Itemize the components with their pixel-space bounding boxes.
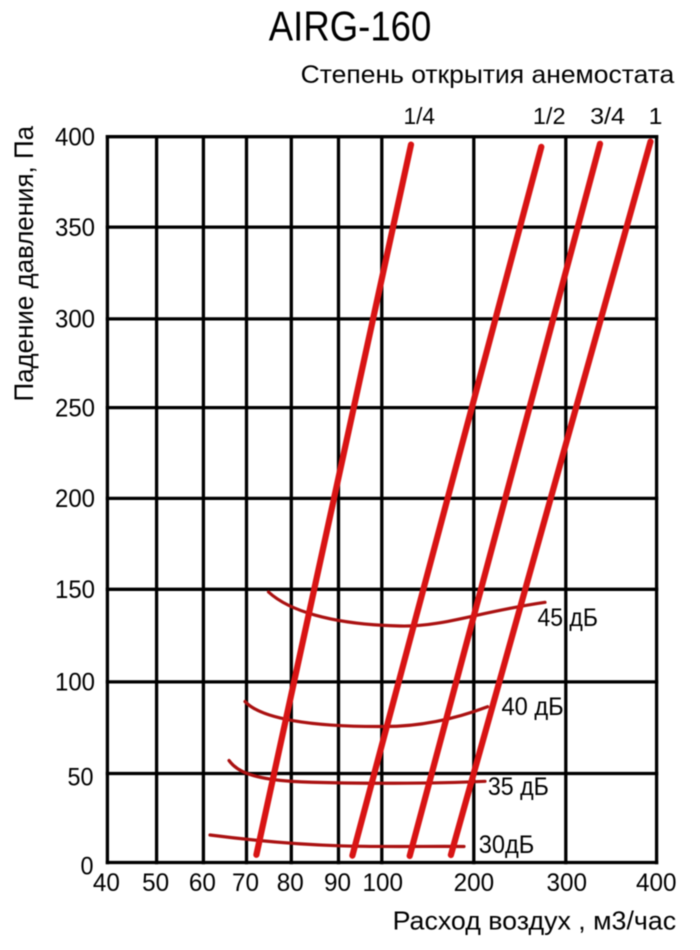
svg-text:50: 50 xyxy=(68,763,94,791)
svg-text:200: 200 xyxy=(454,869,495,897)
svg-text:30дБ: 30дБ xyxy=(479,831,535,859)
svg-text:1/2: 1/2 xyxy=(533,103,566,129)
svg-text:400: 400 xyxy=(636,869,677,897)
svg-text:50: 50 xyxy=(142,869,169,897)
svg-text:80: 80 xyxy=(277,869,304,897)
svg-text:40 дБ: 40 дБ xyxy=(502,693,564,721)
svg-text:45 дБ: 45 дБ xyxy=(538,604,598,632)
svg-text:Степень открытия анемостата: Степень открытия анемостата xyxy=(301,61,675,89)
svg-text:100: 100 xyxy=(55,669,95,697)
svg-text:40: 40 xyxy=(93,869,120,897)
svg-text:300: 300 xyxy=(55,306,95,334)
svg-text:AIRG-160: AIRG-160 xyxy=(269,2,432,49)
svg-text:1: 1 xyxy=(649,103,663,129)
svg-text:150: 150 xyxy=(55,576,95,604)
svg-text:0: 0 xyxy=(81,853,94,881)
svg-text:1/4: 1/4 xyxy=(404,103,436,129)
svg-text:70: 70 xyxy=(232,869,259,897)
svg-text:300: 300 xyxy=(547,869,588,897)
svg-text:400: 400 xyxy=(55,123,95,151)
svg-text:200: 200 xyxy=(55,485,95,513)
svg-text:60: 60 xyxy=(189,869,216,897)
svg-text:35 дБ: 35 дБ xyxy=(488,773,549,801)
svg-text:250: 250 xyxy=(55,394,95,422)
svg-text:Падение давления, Па: Падение давления, Па xyxy=(9,125,39,401)
svg-text:350: 350 xyxy=(55,214,95,242)
svg-text:90: 90 xyxy=(324,869,351,897)
svg-text:100: 100 xyxy=(363,869,404,897)
svg-text:3/4: 3/4 xyxy=(590,103,625,129)
svg-text:Расход воздух , м3/час: Расход воздух , м3/час xyxy=(393,905,676,935)
